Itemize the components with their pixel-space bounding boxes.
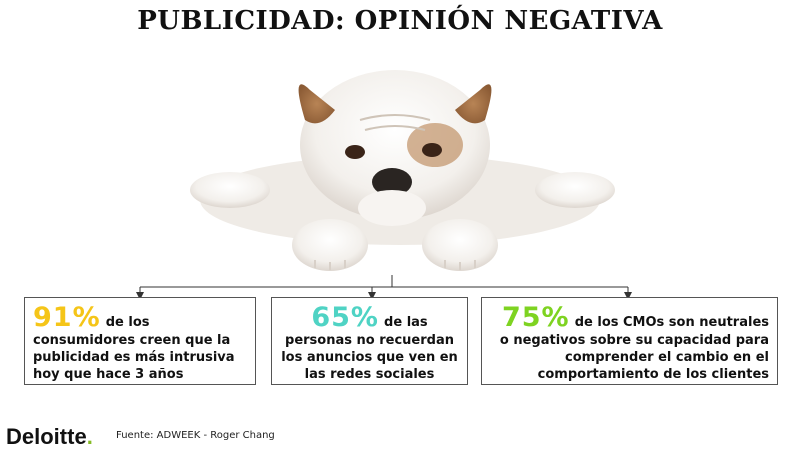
stat-percent: 91% [33,302,101,333]
stat-box-65: 65% de las personas no recuerdan los anu… [271,297,468,385]
stat-lead: de los CMOs son neutrales [574,315,769,330]
page-title: PUBLICIDAD: OPINIÓN NEGATIVA [137,6,663,36]
stat-text: consumidores creen que la publicidad es … [33,333,235,382]
puppy-bulldog-photo [190,70,615,271]
stat-percent: 75% [501,302,570,333]
stat-lead: de las [384,315,428,330]
brand-name: Deloitte [6,424,87,449]
stat-box-91: 91% de los consumidores creen que la pub… [24,297,256,385]
stat-text: personas no recuerdan los anuncios que v… [281,333,458,382]
stat-percent: 65% [311,302,379,333]
stat-text: o negativos sobre su capacidad para comp… [499,333,769,382]
deloitte-logo: Deloitte. [6,424,93,450]
stat-box-75: 75% de los CMOs son neutrales o negativo… [481,297,778,385]
brand-dot: . [86,424,93,449]
source-citation: Fuente: ADWEEK - Roger Chang [116,430,275,441]
stat-lead: de los [105,315,150,330]
